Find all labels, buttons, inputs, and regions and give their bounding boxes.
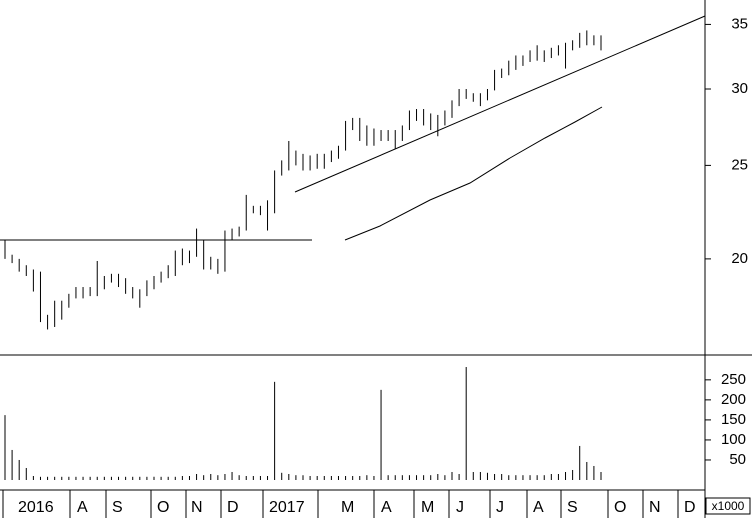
x-tick-label: M: [341, 499, 354, 516]
y-tick-label: 30: [731, 80, 748, 97]
x-tick-label: J: [496, 499, 504, 516]
volume-tick-label: 150: [721, 411, 746, 428]
x-tick-label: S: [567, 499, 578, 516]
x-tick-label: A: [77, 499, 88, 516]
x-tick-label: 2017: [269, 499, 305, 516]
x-tick-label: D: [227, 499, 239, 516]
x-tick-label: S: [112, 499, 123, 516]
trend-line: [294, 15, 706, 193]
x-tick-label: O: [614, 499, 626, 516]
x-tick-label: 2016: [18, 499, 54, 516]
moving-average: [344, 106, 603, 241]
volume-tick-label: 100: [721, 431, 746, 448]
volume-tick-label: 200: [721, 391, 746, 408]
y-tick-label: 20: [731, 250, 748, 267]
unit-box: [705, 497, 751, 515]
y-tick-label: 25: [731, 156, 748, 173]
x-tick-label: M: [421, 499, 434, 516]
x-tick-label: A: [533, 499, 544, 516]
volume-tick-label: 50: [729, 451, 746, 468]
x-tick-label: O: [157, 499, 169, 516]
volume-unit: x1000: [712, 499, 745, 513]
volume-tick-label: 250: [721, 371, 746, 388]
x-tick-label: A: [381, 499, 392, 516]
x-tick-label: N: [191, 499, 203, 516]
x-tick-label: J: [456, 499, 464, 516]
x-tick-label: D: [684, 499, 696, 516]
x-tick-label: N: [649, 499, 661, 516]
y-tick-label: 35: [731, 15, 748, 32]
